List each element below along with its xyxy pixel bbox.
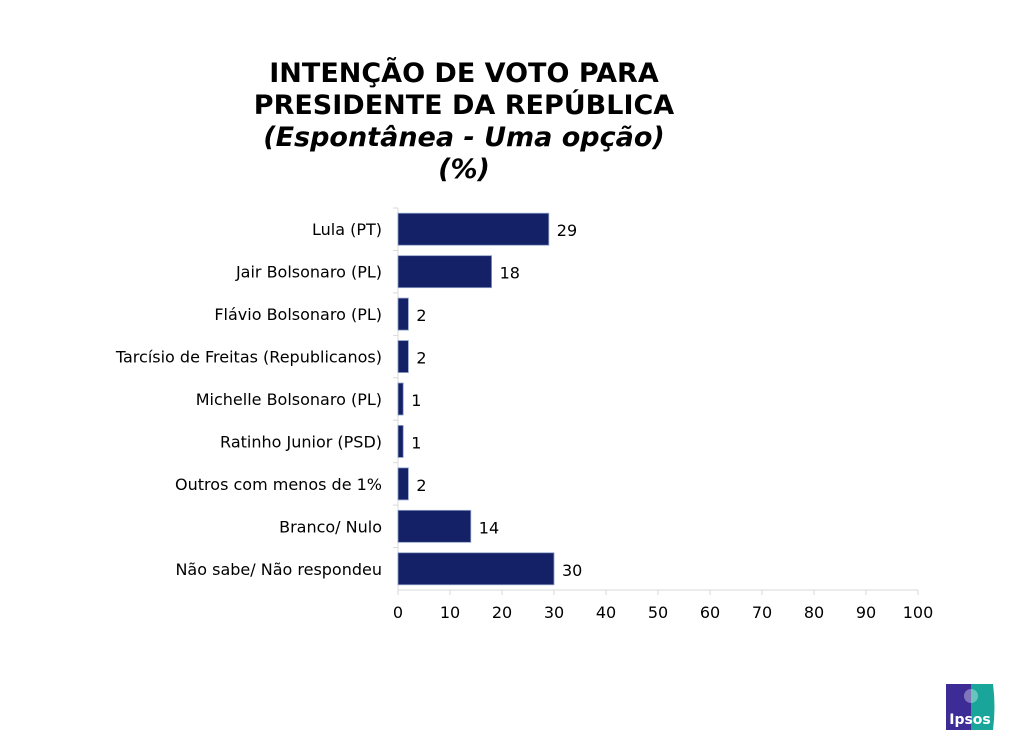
data-label: 2 <box>416 306 426 325</box>
bar <box>397 340 409 373</box>
x-tick-label: 100 <box>903 603 934 622</box>
data-label: 2 <box>416 349 426 368</box>
category-label: Branco/ Nulo <box>279 517 382 536</box>
x-tick-label: 60 <box>700 603 720 622</box>
x-tick-label: 30 <box>544 603 564 622</box>
title-line-1: INTENÇÃO DE VOTO PARA <box>269 58 659 89</box>
x-tick-label: 10 <box>440 603 460 622</box>
data-label: 29 <box>557 221 577 240</box>
x-tick-label: 50 <box>648 603 668 622</box>
data-label: 2 <box>416 476 426 495</box>
category-label: Tarcísio de Freitas (Republicanos) <box>115 348 382 367</box>
bar <box>397 509 472 543</box>
bar <box>397 255 492 289</box>
bar <box>397 552 555 586</box>
x-tick-label: 90 <box>856 603 876 622</box>
x-tick-label: 20 <box>492 603 512 622</box>
category-label: Lula (PT) <box>312 220 382 239</box>
data-label: 1 <box>411 433 421 452</box>
data-label: 30 <box>562 561 582 580</box>
category-label: Jair Bolsonaro (PL) <box>235 263 382 282</box>
data-label: 1 <box>411 391 421 410</box>
bar <box>397 212 550 246</box>
svg-text:Ipsos: Ipsos <box>949 712 991 728</box>
x-tick-label: 70 <box>752 603 772 622</box>
chart-title: INTENÇÃO DE VOTO PARA PRESIDENTE DA REPÚ… <box>214 58 714 186</box>
category-label: Outros com menos de 1% <box>175 475 382 494</box>
ipsos-logo: Ipsos <box>946 684 995 730</box>
category-label: Michelle Bolsonaro (PL) <box>196 390 382 409</box>
bar <box>397 467 409 501</box>
category-label: Não sabe/ Não respondeu <box>175 560 382 579</box>
data-label: 18 <box>500 264 520 283</box>
bar <box>397 297 409 331</box>
x-tick-label: 80 <box>804 603 824 622</box>
x-tick-label: 0 <box>393 603 403 622</box>
category-label: Flávio Bolsonaro (PL) <box>214 305 382 324</box>
bar <box>397 425 404 458</box>
unit-label: (%) <box>438 154 490 185</box>
x-tick-label: 40 <box>596 603 616 622</box>
data-label: 14 <box>479 518 499 537</box>
bar <box>397 382 404 416</box>
chart-subtitle: (Espontânea - Uma opção) <box>263 122 665 153</box>
category-label: Ratinho Junior (PSD) <box>220 432 382 451</box>
title-line-2: PRESIDENTE DA REPÚBLICA <box>253 90 675 121</box>
